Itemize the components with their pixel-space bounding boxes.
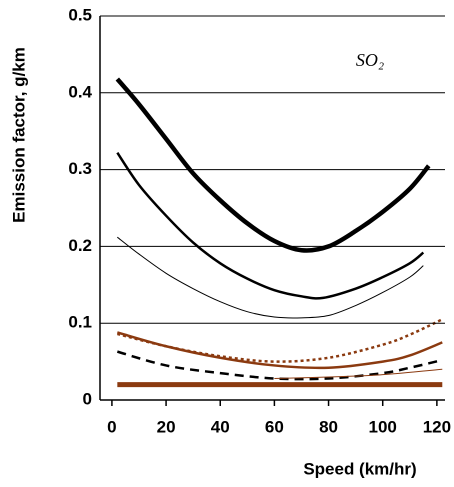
series-line xyxy=(116,350,443,381)
y-tick-label: 0.3 xyxy=(68,159,92,178)
x-tick-label: 0 xyxy=(107,417,116,436)
series-line xyxy=(117,236,424,319)
x-tick-label: 40 xyxy=(211,417,230,436)
x-tick-label: 80 xyxy=(319,417,338,436)
x-tick-label: 60 xyxy=(265,417,284,436)
series-line xyxy=(116,331,443,370)
y-tick-label: 0.4 xyxy=(68,82,92,101)
series-line xyxy=(274,368,443,379)
y-tick-label: 0 xyxy=(83,389,92,408)
y-tick-label: 0.2 xyxy=(68,236,92,255)
x-axis-label: Speed (km/hr) xyxy=(303,459,416,478)
y-tick-label: 0.5 xyxy=(68,5,92,24)
plot-area xyxy=(115,77,443,388)
annotation: SO₂ xyxy=(356,50,384,70)
series-line xyxy=(115,77,431,253)
y-tick-label: 0.1 xyxy=(68,313,92,332)
series-line xyxy=(117,318,443,363)
x-tick-label: 20 xyxy=(157,417,176,436)
y-axis-label: Emission factor, g/km xyxy=(9,47,28,223)
series-line xyxy=(116,152,425,300)
x-tick-label: 120 xyxy=(423,417,451,436)
x-tick-label: 100 xyxy=(369,417,397,436)
